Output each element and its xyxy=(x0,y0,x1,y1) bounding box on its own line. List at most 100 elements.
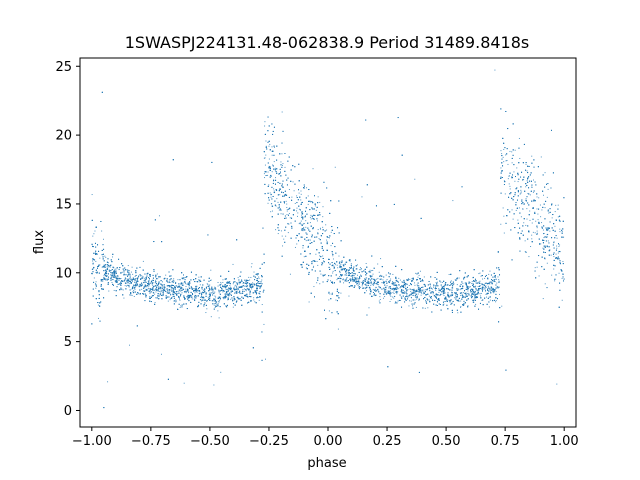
data-point xyxy=(533,179,534,181)
data-point xyxy=(549,230,551,232)
data-point xyxy=(348,295,350,297)
data-point xyxy=(128,278,130,280)
data-point xyxy=(350,263,352,265)
data-point xyxy=(377,284,379,286)
data-point xyxy=(103,278,105,280)
data-point xyxy=(508,183,510,185)
data-point xyxy=(456,293,458,295)
data-point xyxy=(132,273,134,275)
data-point xyxy=(115,268,117,270)
data-point xyxy=(308,301,310,303)
data-point xyxy=(534,267,536,269)
data-point xyxy=(503,180,505,182)
data-point xyxy=(427,307,429,309)
data-point xyxy=(209,279,211,281)
data-point xyxy=(407,295,409,297)
data-point xyxy=(204,289,206,291)
data-point xyxy=(271,154,273,156)
data-point xyxy=(469,282,471,284)
data-point xyxy=(370,271,372,273)
data-point xyxy=(214,307,216,309)
data-point xyxy=(525,224,527,226)
data-point xyxy=(481,283,483,285)
data-point xyxy=(368,281,370,283)
data-point xyxy=(491,282,493,284)
data-point xyxy=(296,215,298,217)
data-point xyxy=(378,300,380,302)
data-point xyxy=(484,277,486,279)
data-point xyxy=(317,229,319,231)
data-point xyxy=(343,282,345,284)
data-point xyxy=(126,281,128,283)
data-point xyxy=(97,304,99,306)
data-point xyxy=(402,281,404,283)
data-point xyxy=(440,281,442,283)
data-point xyxy=(454,297,456,299)
data-point xyxy=(92,235,94,237)
data-point xyxy=(251,288,253,290)
data-point xyxy=(115,270,117,272)
data-point xyxy=(195,290,197,292)
data-point xyxy=(127,265,129,267)
data-point xyxy=(193,290,195,292)
data-point xyxy=(482,290,484,292)
data-point xyxy=(131,266,133,268)
data-point xyxy=(438,291,440,293)
data-point xyxy=(488,296,490,298)
data-point xyxy=(520,191,522,193)
data-point xyxy=(412,289,414,291)
data-point xyxy=(344,279,346,281)
data-point xyxy=(269,167,271,169)
data-point xyxy=(171,290,173,292)
data-point xyxy=(101,266,103,268)
data-point xyxy=(103,238,104,240)
data-point xyxy=(471,282,473,284)
data-point xyxy=(108,266,110,268)
data-point xyxy=(340,266,342,268)
data-point xyxy=(114,280,116,282)
data-point xyxy=(207,296,209,298)
data-point xyxy=(365,279,367,281)
data-point xyxy=(544,283,546,285)
data-point xyxy=(163,287,165,289)
data-point xyxy=(237,291,239,293)
data-point xyxy=(542,247,544,249)
data-point xyxy=(409,278,411,280)
data-point xyxy=(356,274,358,276)
data-point xyxy=(237,289,239,291)
data-point xyxy=(280,161,282,163)
data-point xyxy=(415,296,417,298)
data-point xyxy=(155,279,157,281)
data-point xyxy=(129,344,130,346)
data-point xyxy=(158,286,160,288)
data-point xyxy=(369,269,371,271)
data-point xyxy=(521,199,523,201)
data-point xyxy=(213,384,215,386)
data-point xyxy=(436,298,438,300)
data-point xyxy=(328,310,330,312)
data-point xyxy=(322,216,324,218)
data-point xyxy=(265,358,267,360)
data-point xyxy=(136,285,138,287)
data-point xyxy=(508,175,510,177)
data-point xyxy=(489,270,491,272)
data-point xyxy=(494,289,496,291)
data-point xyxy=(231,290,233,292)
data-point xyxy=(547,188,549,190)
data-point xyxy=(243,290,245,292)
data-point xyxy=(452,300,454,302)
data-point xyxy=(154,289,156,291)
data-point xyxy=(102,280,104,282)
data-point xyxy=(374,295,376,297)
data-point xyxy=(227,283,229,285)
data-point xyxy=(407,278,409,280)
data-point xyxy=(562,236,564,238)
data-point xyxy=(450,280,452,282)
data-point xyxy=(346,273,348,275)
data-point xyxy=(123,297,125,299)
data-point xyxy=(516,167,518,169)
data-point xyxy=(139,284,141,286)
data-point xyxy=(345,278,347,280)
data-point xyxy=(230,298,232,300)
data-point xyxy=(265,154,267,156)
